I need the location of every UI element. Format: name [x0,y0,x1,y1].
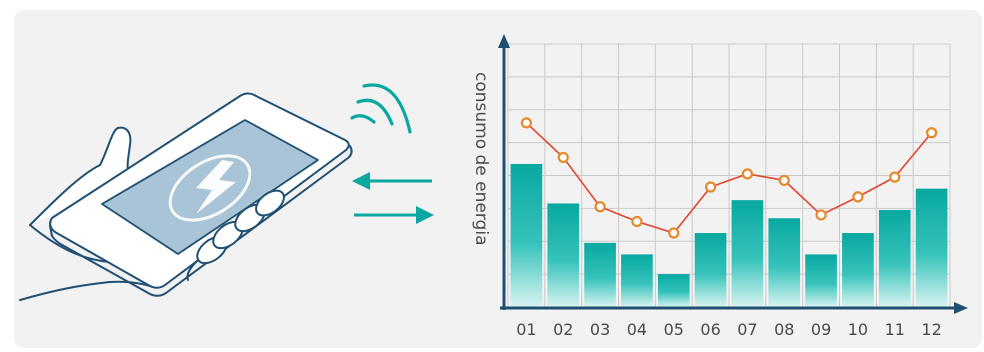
x-tick-label: 03 [590,320,610,339]
y-axis-arrow-icon [498,34,510,48]
x-tick-label: 02 [553,320,573,339]
arrow-right-icon [354,206,434,224]
bar-04 [621,254,653,307]
x-tick-label: 11 [885,320,905,339]
bar-03 [584,242,616,307]
chart-axes [498,34,968,314]
x-tick-label: 10 [848,320,868,339]
bar-08 [768,218,801,307]
bar-01 [510,163,543,307]
line-point-06 [704,181,717,193]
line-point-09 [815,209,827,221]
wireless-signal-icon [350,83,412,134]
line-point-11 [889,171,901,183]
chart-line-series [520,117,938,239]
line-point-10 [852,191,864,203]
x-tick-label: 12 [921,320,941,339]
x-tick-label: 09 [811,320,831,339]
bar-02 [547,203,580,307]
trend-line [525,122,933,234]
line-point-01 [520,117,533,129]
bar-11 [878,210,911,307]
x-tick-label: 07 [737,320,757,339]
line-point-04 [631,215,643,228]
chart-bars [510,163,948,307]
bar-06 [694,233,727,307]
line-point-12 [925,127,938,139]
lightning-charge-icon [168,154,252,222]
bar-05 [657,274,690,307]
bar-07 [731,200,764,307]
y-axis-label: consumo de energia [471,72,491,246]
arrow-left-icon [352,172,432,190]
x-axis-arrow-icon [954,302,968,314]
line-point-07 [741,168,754,180]
chart-grid [507,43,951,308]
x-tick-label: 06 [700,320,720,339]
line-point-02 [557,151,569,164]
energy-consumption-chart: 01 02 03 04 05 06 07 08 09 10 11 12 consumo de ener… [471,34,968,339]
line-point-05 [668,227,680,239]
x-tick-labels: 01 02 03 04 05 06 07 08 09 10 11 12 [516,320,942,339]
x-tick-label: 08 [774,320,794,339]
bar-09 [805,254,837,307]
bar-10 [842,233,874,307]
smartphone-hand-icon [19,92,353,301]
x-tick-label: 05 [664,320,684,339]
bar-12 [915,188,948,307]
line-point-03 [594,201,606,213]
line-point-08 [778,174,790,187]
x-tick-label: 04 [627,320,647,339]
x-tick-label: 01 [516,320,536,339]
